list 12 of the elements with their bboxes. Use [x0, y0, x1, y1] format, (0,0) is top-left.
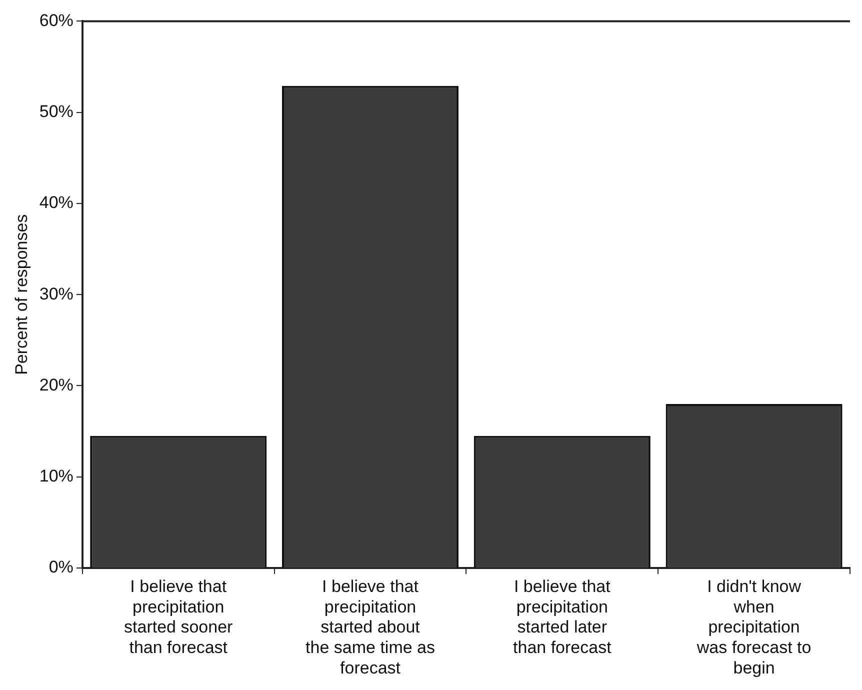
x-tick-label: I believe that precipitation started about the same time as forecast: [306, 576, 435, 678]
x-tick-label: I believe that precipitation started sooner than forecast: [124, 576, 234, 658]
y-axis-title: Percent of responses: [12, 214, 31, 375]
y-tick-label: 40%: [39, 193, 74, 212]
y-tick-label: 30%: [39, 284, 74, 304]
x-tick-label: I didn't know when precipitation was forecast to begin: [696, 576, 812, 678]
y-tick-label: 20%: [39, 375, 74, 394]
y-tick-label: 60%: [39, 10, 74, 30]
x-tick-label: I believe that precipitation started later than forecast: [513, 576, 612, 658]
y-tick-label: 0%: [48, 558, 74, 577]
y-tick-label: 50%: [39, 102, 74, 122]
y-tick-label: 10%: [39, 466, 74, 486]
